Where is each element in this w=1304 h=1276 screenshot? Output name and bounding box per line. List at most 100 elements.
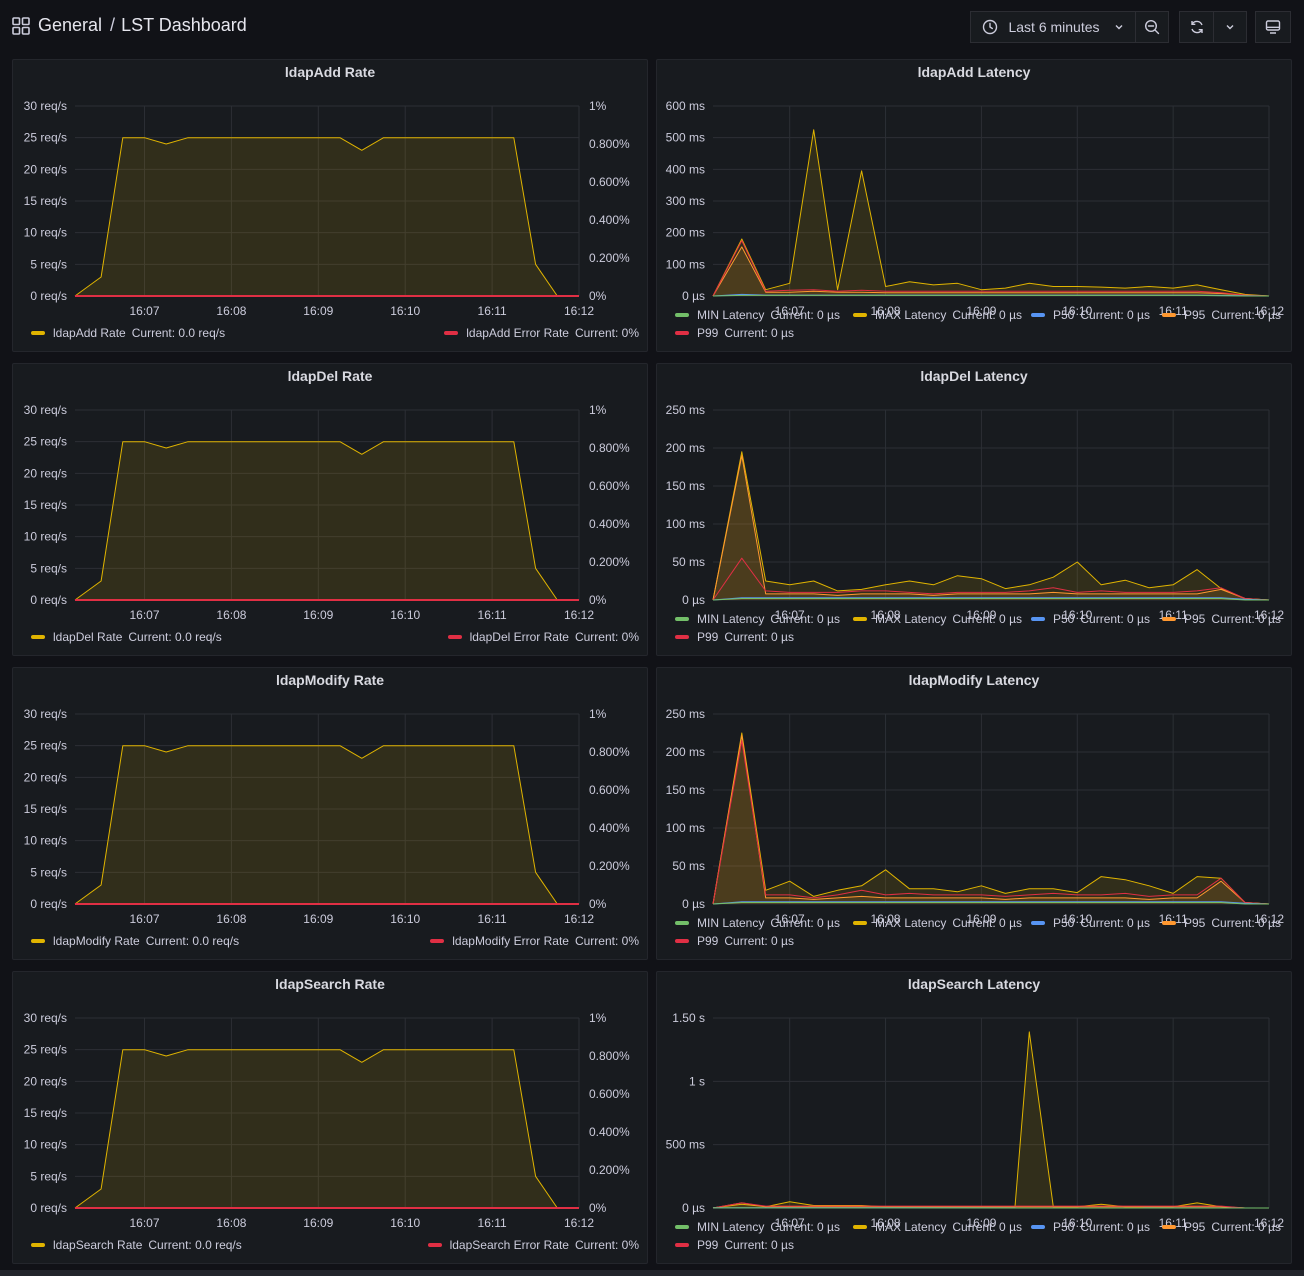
panel-ldapdel-latency[interactable]: ldapDel Latency 0 µs 50 ms 100 ms 150 ms 200 … [656, 363, 1292, 656]
legend-item[interactable]: MIN Latency Current: 0 µs [675, 1220, 840, 1234]
legend-item[interactable]: ldapModify Rate Current: 0.0 req/s [31, 934, 239, 948]
series-line[interactable] [712, 451, 1270, 601]
series-area [713, 735, 1269, 904]
y-tick-label: 250 ms [666, 707, 705, 721]
series-line[interactable] [74, 137, 579, 297]
breadcrumb-root[interactable]: General [38, 15, 103, 35]
panel-ldapsearch-rate[interactable]: ldapSearch Rate 0 req/s 5 req/s 10 req/s 15 … [12, 971, 648, 1264]
legend-item[interactable]: ldapDel Rate Current: 0.0 req/s [31, 630, 222, 644]
series-line[interactable] [712, 740, 1270, 905]
legend-item[interactable]: ldapDel Error Rate Current: 0% [447, 630, 639, 644]
legend-item[interactable]: MAX Latency Current: 0 µs [853, 308, 1022, 322]
panel-ldapmodify-latency[interactable]: ldapModify Latency 0 µs 50 ms 100 ms 150 ms 2… [656, 667, 1292, 960]
legend-item[interactable]: P50 Current: 0 µs [1031, 1220, 1150, 1234]
legend-current-value: Current: 0% [574, 934, 639, 948]
horizontal-scrollbar[interactable] [0, 1270, 1304, 1276]
legend-item[interactable]: P99 Current: 0 µs [675, 1238, 794, 1252]
x-tick-label: 16:11 [478, 304, 507, 318]
legend-item[interactable]: MAX Latency Current: 0 µs [853, 916, 1022, 930]
legend-item[interactable]: ldapModify Error Rate Current: 0% [430, 934, 639, 948]
time-range-picker[interactable]: Last 6 minutes [970, 11, 1135, 43]
legend-swatch [444, 331, 459, 335]
x-tick-label: 16:09 [966, 608, 996, 622]
series-line[interactable] [74, 1049, 579, 1209]
legend-item[interactable]: P99 Current: 0 µs [675, 326, 794, 340]
series-line[interactable] [712, 732, 1270, 905]
panel-title[interactable]: ldapModify Rate [275, 672, 385, 688]
legend-item[interactable]: ldapAdd Error Rate Current: 0% [444, 326, 639, 340]
legend-item[interactable]: P99 Current: 0 µs [675, 934, 794, 948]
legend-current-value: Current: 0 µs [770, 1220, 840, 1234]
legend-item[interactable]: ldapSearch Error Rate Current: 0% [427, 1238, 639, 1252]
series-line[interactable] [712, 246, 1270, 297]
legend-swatch [1031, 313, 1045, 317]
series-line[interactable] [712, 455, 1270, 601]
panel-title[interactable]: ldapModify Latency [908, 672, 1040, 688]
panel-title[interactable]: ldapAdd Latency [917, 64, 1031, 80]
panel-title[interactable]: ldapDel Rate [287, 368, 373, 384]
series-line[interactable] [712, 734, 1270, 905]
tv-mode-button[interactable] [1255, 11, 1291, 43]
panel-ldapsearch-latency[interactable]: ldapSearch Latency 0 µs 500 ms 1 s 1.50 s 16:… [656, 971, 1292, 1264]
y-tick-label: 400 ms [666, 162, 705, 176]
legend-item[interactable]: P95 Current: 0 µs [1162, 1220, 1281, 1234]
series-area [713, 1031, 1269, 1208]
series-line[interactable] [712, 240, 1270, 297]
legend-item[interactable]: MAX Latency Current: 0 µs [853, 1220, 1022, 1234]
legend-item[interactable]: P50 Current: 0 µs [1031, 308, 1150, 322]
series-line[interactable] [74, 745, 579, 905]
legend-item[interactable]: P95 Current: 0 µs [1162, 916, 1281, 930]
legend-swatch [675, 1225, 689, 1229]
series-line[interactable] [74, 441, 579, 601]
legend-item[interactable]: ldapAdd Rate Current: 0.0 req/s [31, 326, 225, 340]
y-tick-label: 5 req/s [30, 561, 67, 575]
refresh-button[interactable] [1179, 11, 1213, 43]
panel-ldapadd-rate[interactable]: ldapAdd Rate 0 req/s 5 req/s 10 req/s 15 req… [12, 59, 648, 352]
series-line[interactable] [712, 1031, 1269, 1209]
y-tick-label: 15 req/s [24, 802, 67, 816]
legend-item[interactable]: P50 Current: 0 µs [1031, 612, 1150, 626]
panel-ldapdel-rate[interactable]: ldapDel Rate 0 req/s 5 req/s 10 req/s 15 req… [12, 363, 648, 656]
y-tick-label: 5 req/s [30, 1169, 67, 1183]
legend-item[interactable]: MIN Latency Current: 0 µs [675, 308, 840, 322]
series-line[interactable] [712, 901, 1270, 905]
series-line[interactable] [712, 129, 1270, 297]
panel-title[interactable]: ldapSearch Rate [275, 976, 385, 992]
legend-item[interactable]: ldapSearch Rate Current: 0.0 req/s [31, 1238, 242, 1252]
legend-item[interactable]: MIN Latency Current: 0 µs [675, 916, 840, 930]
series-line[interactable] [712, 294, 1269, 297]
series-line[interactable] [712, 598, 1269, 601]
legend-current-value: Current: 0 µs [1080, 1220, 1150, 1234]
x-tick-label: 16:08 [216, 608, 246, 622]
series-line[interactable] [712, 557, 1270, 601]
legend-current-value: Current: 0 µs [770, 612, 840, 626]
zoom-out-button[interactable] [1135, 11, 1169, 43]
legend-swatch [675, 331, 689, 335]
legend-swatch [31, 331, 45, 335]
panel-title[interactable]: ldapDel Latency [920, 368, 1028, 384]
legend-item[interactable]: MIN Latency Current: 0 µs [675, 612, 840, 626]
legend-current-value: Current: 0 µs [1080, 308, 1150, 322]
legend-current-value: Current: 0 µs [1211, 1220, 1281, 1234]
legend-item[interactable]: P99 Current: 0 µs [675, 630, 794, 644]
series-line[interactable] [712, 1202, 1269, 1209]
panel-ldapmodify-rate[interactable]: ldapModify Rate 0 req/s 5 req/s 10 req/s 15 … [12, 667, 648, 960]
legend-item[interactable]: P50 Current: 0 µs [1031, 916, 1150, 930]
refresh-interval-dropdown[interactable] [1213, 11, 1247, 43]
y2-tick-label: 0.400% [589, 1125, 630, 1139]
panel-ldapadd-latency[interactable]: ldapAdd Latency 0 µs 100 ms 200 ms 300 ms 400… [656, 59, 1292, 352]
panel-title[interactable]: ldapSearch Latency [907, 976, 1041, 992]
series-line[interactable] [712, 902, 1269, 905]
series-line[interactable] [712, 1202, 1269, 1209]
legend-item[interactable]: P95 Current: 0 µs [1162, 308, 1281, 322]
y-tick-label: 0 µs [682, 897, 705, 911]
legend-label: MIN Latency [697, 916, 765, 930]
dashboard-grid-icon[interactable] [12, 16, 30, 35]
panel-title[interactable]: ldapAdd Rate [284, 64, 376, 80]
legend-swatch [853, 617, 867, 621]
legend-current-value: Current: 0.0 req/s [148, 1238, 242, 1252]
legend-item[interactable]: P95 Current: 0 µs [1162, 612, 1281, 626]
legend-label: P95 [1184, 916, 1206, 930]
series-line[interactable] [712, 597, 1270, 601]
legend-item[interactable]: MAX Latency Current: 0 µs [853, 612, 1022, 626]
